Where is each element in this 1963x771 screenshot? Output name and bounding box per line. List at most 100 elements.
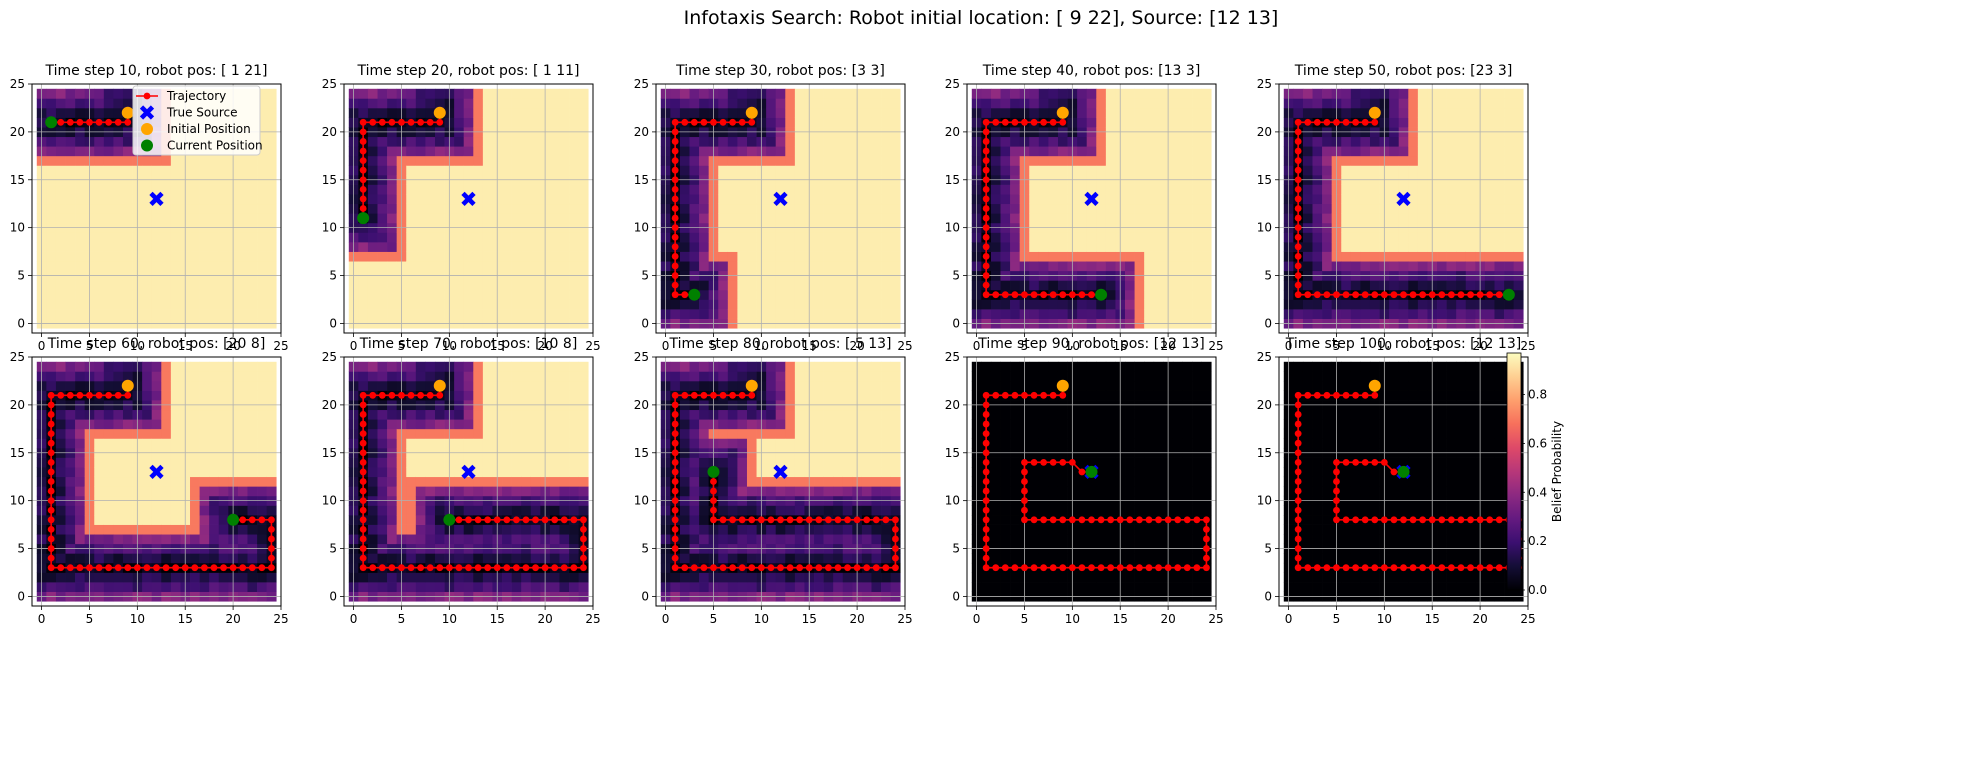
heatmap-cell bbox=[814, 155, 824, 166]
heatmap-cell bbox=[190, 280, 200, 291]
heatmap-cell bbox=[511, 261, 522, 272]
heatmap-cell bbox=[151, 419, 162, 430]
heatmap-cell bbox=[578, 289, 589, 300]
trajectory-point bbox=[493, 564, 501, 572]
heatmap-cell bbox=[377, 582, 388, 592]
heatmap-cell bbox=[990, 184, 1001, 195]
heatmap-cell bbox=[94, 213, 105, 224]
heatmap-cell bbox=[454, 251, 465, 262]
x-tick-label: 25 bbox=[897, 339, 912, 353]
heatmap-cell bbox=[559, 380, 570, 391]
heatmap-cell bbox=[1465, 146, 1476, 157]
heatmap-cell bbox=[55, 107, 66, 118]
heatmap-cell bbox=[266, 582, 277, 592]
heatmap-cell bbox=[861, 98, 872, 109]
heatmap-cell bbox=[559, 505, 570, 516]
heatmap-cell bbox=[1134, 88, 1145, 99]
heatmap-cell bbox=[247, 534, 258, 545]
heatmap-cell bbox=[727, 299, 738, 310]
heatmap-cell bbox=[1105, 299, 1116, 310]
heatmap-cell bbox=[266, 107, 277, 118]
heatmap-cell bbox=[463, 428, 474, 439]
trajectory-point bbox=[153, 564, 160, 572]
heatmap-cell bbox=[502, 117, 512, 128]
heatmap-cell bbox=[266, 251, 277, 262]
heatmap-cell bbox=[1312, 155, 1323, 166]
heatmap-cell bbox=[1077, 213, 1088, 224]
heatmap-cell bbox=[1465, 155, 1476, 166]
heatmap-cell bbox=[890, 289, 901, 300]
heatmap-cell bbox=[794, 203, 805, 214]
heatmap-cell bbox=[861, 155, 872, 166]
heatmap-cell bbox=[871, 232, 882, 243]
heatmap-cell bbox=[387, 309, 398, 319]
heatmap-cell bbox=[569, 572, 579, 583]
heatmap-cell bbox=[55, 380, 66, 391]
heatmap-cell bbox=[46, 155, 57, 166]
heatmap-cell bbox=[94, 457, 105, 468]
heatmap-cell bbox=[454, 572, 465, 583]
initial-position-marker bbox=[121, 379, 134, 392]
trajectory-point bbox=[493, 516, 501, 524]
heatmap-cell bbox=[94, 88, 105, 99]
heatmap-cell bbox=[578, 467, 589, 478]
heatmap-cell bbox=[766, 146, 777, 157]
heatmap-cell bbox=[142, 242, 153, 252]
heatmap-cell bbox=[257, 390, 267, 401]
heatmap-cell bbox=[218, 419, 229, 430]
heatmap-cell bbox=[569, 251, 579, 262]
heatmap-cell bbox=[1077, 146, 1088, 157]
heatmap-cell bbox=[367, 299, 378, 310]
heatmap-cell bbox=[65, 309, 76, 319]
heatmap-cell bbox=[1000, 155, 1011, 166]
heatmap-cell bbox=[1398, 203, 1409, 214]
heatmap-cell bbox=[1350, 184, 1361, 195]
heatmap-cell bbox=[1446, 309, 1457, 319]
heatmap-cell bbox=[549, 361, 560, 372]
heatmap-cell bbox=[434, 98, 445, 109]
heatmap-cell bbox=[1398, 280, 1409, 291]
heatmap-cell bbox=[718, 88, 729, 99]
heatmap-cell bbox=[65, 438, 76, 449]
heatmap-cell bbox=[434, 309, 445, 319]
heatmap-cell bbox=[1182, 232, 1193, 243]
heatmap-cell bbox=[247, 184, 258, 195]
heatmap-cell bbox=[699, 194, 710, 205]
heatmap-cell bbox=[387, 136, 398, 147]
heatmap-cell bbox=[1398, 299, 1409, 310]
heatmap-cell bbox=[1125, 184, 1135, 195]
heatmap-cell bbox=[266, 98, 277, 109]
y-tick-label: 5 bbox=[952, 269, 960, 283]
heatmap-cell bbox=[578, 390, 589, 401]
trajectory-point bbox=[671, 176, 679, 184]
heatmap-cell bbox=[679, 309, 690, 319]
heatmap-cell bbox=[1513, 213, 1524, 224]
heatmap-cell bbox=[530, 88, 541, 99]
heatmap-cell bbox=[1172, 242, 1183, 252]
heatmap-cell bbox=[151, 299, 162, 310]
heatmap-cell bbox=[578, 251, 589, 262]
heatmap-cell bbox=[1201, 299, 1212, 310]
heatmap-cell bbox=[1398, 136, 1409, 147]
heatmap-cell bbox=[113, 572, 124, 583]
heatmap-cell bbox=[75, 232, 86, 243]
heatmap-cell bbox=[727, 165, 738, 176]
heatmap-cell bbox=[689, 146, 700, 157]
heatmap-cell bbox=[406, 486, 417, 497]
heatmap-cell bbox=[1192, 280, 1202, 291]
heatmap-cell bbox=[1408, 261, 1419, 272]
trajectory-point bbox=[1371, 118, 1379, 126]
heatmap-cell bbox=[218, 486, 229, 497]
trajectory-point bbox=[47, 535, 55, 543]
heatmap-cell bbox=[737, 213, 748, 224]
heatmap-cell bbox=[1408, 155, 1419, 166]
heatmap-cell bbox=[559, 155, 570, 166]
heatmap-cell bbox=[46, 146, 57, 157]
trajectory-point bbox=[359, 166, 367, 174]
heatmap-cell bbox=[1456, 88, 1467, 99]
heatmap-cell bbox=[94, 289, 105, 300]
heatmap-cell bbox=[454, 299, 465, 310]
heatmap-cell bbox=[209, 467, 220, 478]
heatmap-cell bbox=[699, 280, 710, 291]
heatmap-cell bbox=[689, 194, 700, 205]
